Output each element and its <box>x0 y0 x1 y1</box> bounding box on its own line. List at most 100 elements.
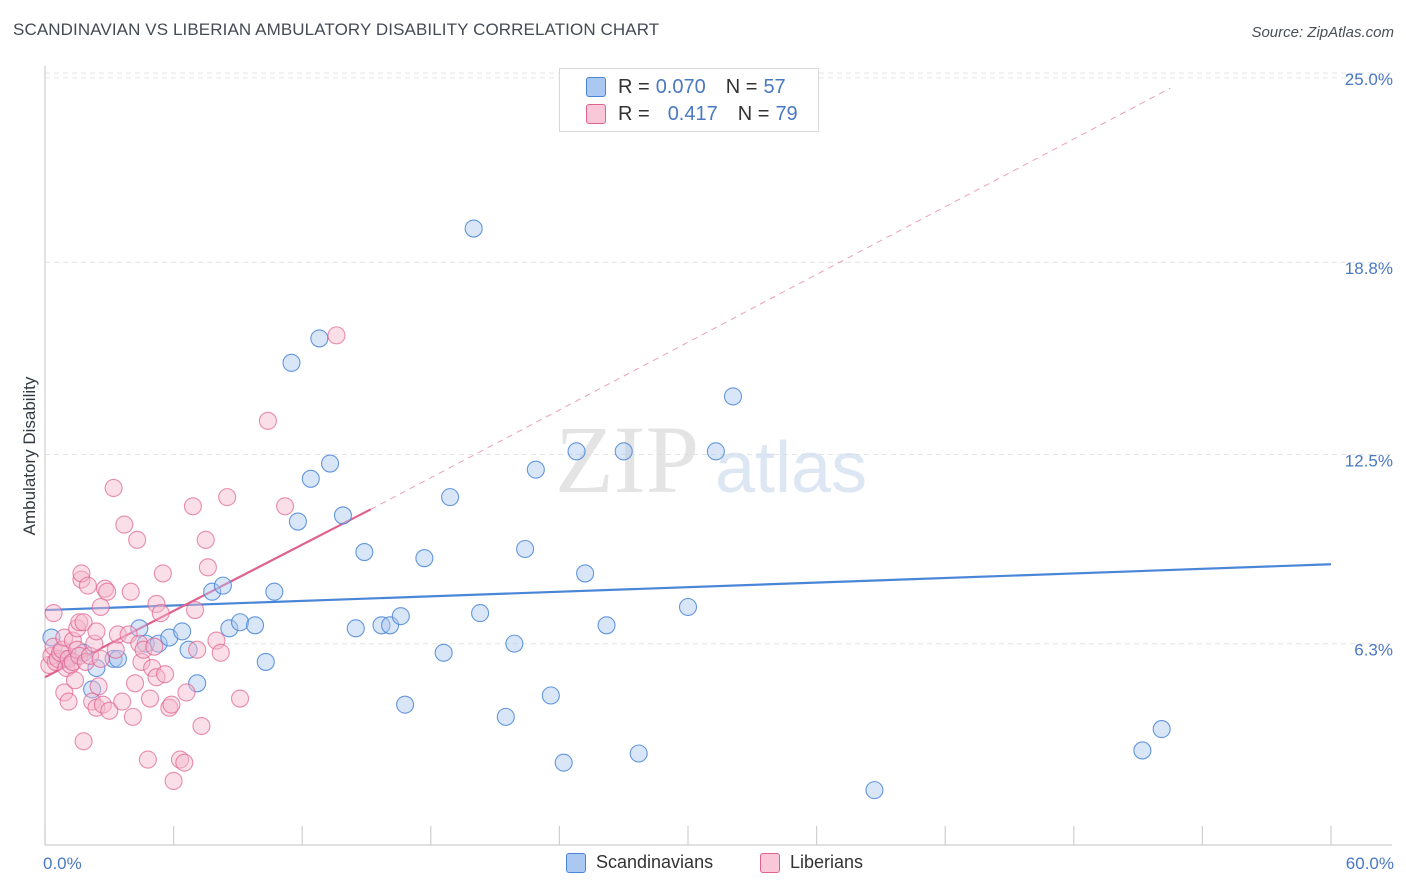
point-scandinavian <box>554 753 573 772</box>
legend-n-value: 79 <box>775 102 798 125</box>
point-scandinavian <box>1133 741 1152 760</box>
point-liberian <box>98 582 117 601</box>
point-liberian <box>91 649 110 668</box>
y-tick-label: 12.5% <box>1345 452 1393 471</box>
point-scandinavian <box>576 564 595 583</box>
point-liberian <box>87 622 106 641</box>
point-liberian <box>123 707 142 726</box>
point-scandinavian <box>629 744 648 763</box>
point-scandinavian <box>245 616 265 635</box>
point-scandinavian <box>310 329 329 348</box>
legend-swatch-blue <box>566 852 586 873</box>
point-liberian <box>153 564 172 583</box>
point-liberian <box>185 600 205 620</box>
point-scandinavian <box>434 643 453 662</box>
point-liberian <box>113 692 132 711</box>
point-scandinavian <box>415 549 434 568</box>
chart-title: SCANDINAVIAN VS LIBERIAN AMBULATORY DISA… <box>13 20 660 39</box>
point-liberian <box>125 674 145 693</box>
legend-item-scandinavians[interactable]: Scandinavians <box>566 852 713 873</box>
trend-lines <box>44 87 1332 679</box>
point-liberian <box>177 683 196 702</box>
y-tick-label: 18.8% <box>1345 259 1393 278</box>
legend-swatch-pink <box>586 104 606 124</box>
trend-line-liberians-extended <box>370 87 1171 510</box>
point-scandinavian <box>346 619 365 638</box>
point-liberian <box>134 640 153 659</box>
point-scandinavian <box>173 622 192 641</box>
point-scandinavian <box>464 219 483 238</box>
point-liberian <box>104 478 123 498</box>
point-scandinavian <box>706 442 725 461</box>
legend-item-liberians[interactable]: Liberians <box>760 852 863 873</box>
point-liberian <box>276 497 295 516</box>
point-liberian <box>115 515 134 534</box>
axis-labels: 6.3% 12.5% 18.8% 25.0% 0.0% 60.0% Ambulatory D… <box>20 70 1394 873</box>
point-liberian <box>151 604 170 623</box>
point-liberian <box>183 497 202 516</box>
point-scandinavian <box>505 634 524 653</box>
point-scandinavian <box>130 619 149 638</box>
point-liberian <box>258 411 277 430</box>
point-liberian <box>196 530 215 549</box>
point-scandinavian <box>516 539 535 559</box>
y-tick-label: 25.0% <box>1345 70 1393 89</box>
point-scandinavian <box>213 576 232 595</box>
point-liberian <box>218 488 237 507</box>
point-scandinavian <box>441 488 460 507</box>
y-tick-label: 6.3% <box>1354 641 1393 660</box>
point-scandinavian <box>256 652 275 671</box>
legend-n-label: N = <box>725 75 758 98</box>
axes <box>44 66 1392 846</box>
legend-n-value: 57 <box>763 75 786 98</box>
point-scandinavian <box>471 604 490 623</box>
point-liberian <box>138 750 157 769</box>
y-axis-label: Ambulatory Disability <box>20 376 39 535</box>
point-liberian <box>59 692 78 711</box>
point-scandinavian <box>333 506 352 525</box>
point-scandinavian <box>1152 720 1171 739</box>
point-scandinavian <box>220 619 239 638</box>
point-liberian <box>140 689 160 708</box>
point-scandinavian <box>678 597 698 617</box>
legend-r-value: 0.417 <box>667 102 718 125</box>
point-liberian <box>78 576 97 595</box>
legend-r-value: 0.070 <box>655 75 706 98</box>
point-liberian <box>162 695 181 714</box>
point-liberian <box>91 597 110 617</box>
legend-r-label: R = <box>618 102 650 125</box>
point-liberian <box>147 594 166 613</box>
stats-legend: R = 0.070 N = 57 R = 0.417 N = 79 <box>559 68 819 132</box>
point-liberian <box>128 530 147 549</box>
point-liberian <box>211 643 230 662</box>
point-liberian <box>164 771 183 791</box>
grid-lines <box>45 72 1392 645</box>
point-scandinavian <box>265 582 284 601</box>
point-liberian <box>70 613 89 632</box>
point-liberian <box>65 671 85 690</box>
point-liberian <box>106 640 125 659</box>
legend-n-label: N = <box>737 102 770 125</box>
point-liberian <box>188 640 207 659</box>
point-liberian <box>55 683 74 702</box>
point-liberian <box>160 698 179 717</box>
point-scandinavian <box>355 543 374 562</box>
point-liberian <box>108 625 127 644</box>
point-scandinavian <box>526 460 545 479</box>
point-scandinavian <box>301 469 320 488</box>
point-liberian <box>327 326 346 345</box>
point-scandinavian <box>282 353 301 372</box>
point-liberian <box>95 579 115 598</box>
point-liberian <box>74 613 93 632</box>
point-scandinavian <box>203 582 222 601</box>
point-liberian <box>100 701 119 720</box>
point-scandinavian <box>723 387 743 406</box>
source-label: Source: ZipAtlas.com <box>1251 24 1394 41</box>
legend-swatch-pink <box>760 852 780 873</box>
point-scandinavian <box>321 454 340 473</box>
trend-line-scandinavians <box>44 563 1332 612</box>
x-tick-label: 0.0% <box>43 854 82 873</box>
legend-swatch-blue <box>586 77 606 97</box>
watermark-atlas: atlas <box>715 428 867 508</box>
